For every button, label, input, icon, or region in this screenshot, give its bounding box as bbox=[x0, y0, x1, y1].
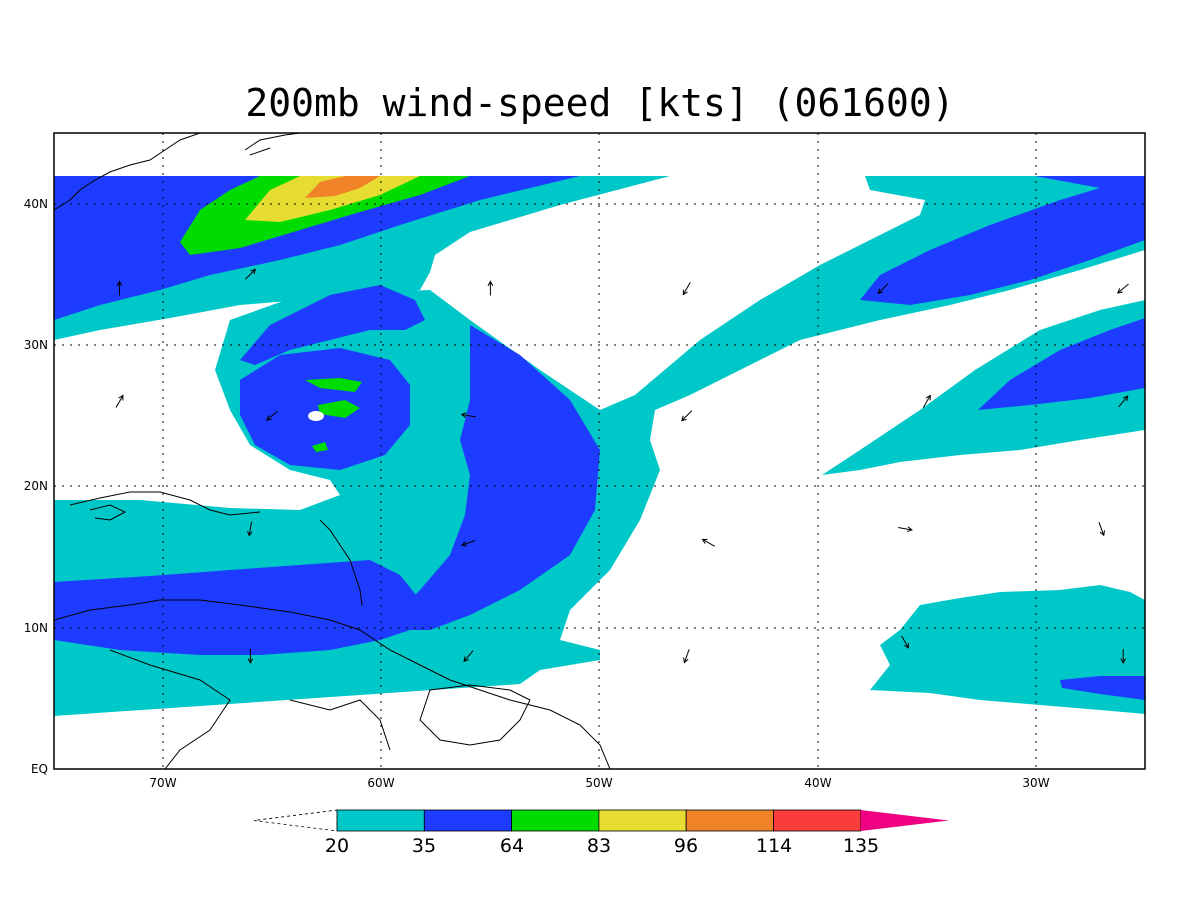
colorbar-swatch bbox=[685, 809, 774, 832]
blue-region-northeast bbox=[860, 176, 1145, 305]
colorbar-level-label: 114 bbox=[756, 835, 792, 857]
wind-speed-contours bbox=[54, 133, 1145, 769]
grid bbox=[54, 133, 1145, 769]
wind-vector-arrow bbox=[245, 268, 257, 280]
green-spot-2 bbox=[318, 400, 360, 418]
coastline-lesser-antilles bbox=[319, 519, 363, 606]
wind-vector-arrow bbox=[115, 394, 124, 408]
wind-vector-arrow bbox=[682, 282, 691, 296]
wind-vector-arrow bbox=[247, 521, 253, 537]
colorbar-level-label: 35 bbox=[412, 835, 436, 857]
colorbar-level-label: 135 bbox=[843, 835, 879, 857]
y-tick-label: EQ bbox=[31, 762, 48, 776]
coastlines bbox=[54, 133, 611, 769]
wind-vector-arrow bbox=[1118, 395, 1129, 408]
wind-vector-arrow bbox=[266, 410, 278, 421]
blue-region-spiral bbox=[400, 325, 600, 630]
green-spot-3 bbox=[312, 442, 328, 452]
colorbar-level-label: 20 bbox=[325, 835, 349, 857]
colorbar-level-label: 64 bbox=[500, 835, 524, 857]
blue-region-west-jet bbox=[54, 176, 580, 320]
colorbar-swatch bbox=[336, 809, 425, 832]
wind-vector-arrow bbox=[461, 540, 476, 547]
colorbar-above-arrow bbox=[860, 810, 949, 831]
y-tick-label: 20N bbox=[24, 479, 48, 493]
y-tick-label: 40N bbox=[24, 197, 48, 211]
blue-region-tropical bbox=[54, 560, 420, 655]
x-tick-label: 70W bbox=[149, 776, 176, 790]
y-tick-label: 10N bbox=[24, 621, 48, 635]
colorbar-level-label: 96 bbox=[674, 835, 698, 857]
coastline-south-america bbox=[54, 599, 611, 769]
colorbar-level-label: 83 bbox=[587, 835, 611, 857]
wind-vector-arrow bbox=[463, 650, 474, 663]
map-title: 200mb wind-speed [kts] (061600) bbox=[245, 81, 954, 125]
contour-64kt bbox=[180, 176, 470, 452]
wind-vector-arrow bbox=[1098, 521, 1106, 537]
wind-vector-arrow bbox=[877, 283, 889, 295]
coastline-nova-scotia bbox=[244, 133, 301, 156]
green-spot-1 bbox=[305, 378, 362, 392]
y-axis: EQ 10N 20N 30N 40N bbox=[24, 197, 48, 776]
plot-frame bbox=[53, 132, 1146, 770]
x-tick-label: 60W bbox=[367, 776, 394, 790]
cyan-region-southeast bbox=[870, 585, 1145, 714]
wind-vector-arrow bbox=[701, 538, 715, 547]
storm-eye bbox=[308, 411, 324, 421]
x-axis: 70W 60W 50W 40W 30W bbox=[149, 776, 1049, 790]
wind-vector-arrow bbox=[116, 280, 123, 296]
wind-vector-arrow bbox=[460, 412, 476, 418]
wind-vector-arrow bbox=[683, 649, 690, 664]
colorbar-swatch bbox=[773, 809, 862, 832]
wind-vector-arrow bbox=[247, 648, 254, 664]
wind-vector-arrow bbox=[901, 635, 910, 649]
wind-vector-arrow bbox=[487, 280, 494, 296]
wind-vectors bbox=[115, 268, 1129, 664]
colorbar-swatch bbox=[511, 809, 600, 832]
coastline-cuba bbox=[69, 491, 261, 516]
wind-vector-arrow bbox=[1120, 648, 1127, 664]
colorbar-swatch bbox=[423, 809, 512, 832]
contour-96kt bbox=[305, 176, 380, 198]
coastline-venezuela-interior bbox=[109, 649, 391, 769]
coastline-northeast-us bbox=[54, 133, 201, 211]
wind-vector-arrow bbox=[1117, 283, 1129, 294]
wind-vector-arrow bbox=[681, 410, 693, 422]
blue-region-southeast bbox=[1060, 676, 1145, 700]
x-tick-label: 40W bbox=[804, 776, 831, 790]
colorbar: 20 35 64 83 96 114 135 bbox=[253, 809, 949, 857]
wind-vector-arrow bbox=[922, 394, 931, 408]
green-region-jet bbox=[180, 176, 470, 255]
contour-35kt bbox=[54, 176, 1145, 700]
y-tick-label: 30N bbox=[24, 338, 48, 352]
wind-vector-arrow bbox=[897, 526, 913, 533]
coastline-guiana bbox=[419, 684, 531, 746]
colorbar-below-arrow bbox=[253, 809, 338, 832]
contour-83kt bbox=[245, 176, 420, 222]
x-tick-label: 30W bbox=[1022, 776, 1049, 790]
colorbar-swatch bbox=[598, 809, 687, 832]
cyan-region-east-band bbox=[822, 300, 1145, 475]
coastline-hispaniola bbox=[89, 504, 127, 521]
blue-region-east bbox=[978, 318, 1145, 410]
x-tick-label: 50W bbox=[585, 776, 612, 790]
